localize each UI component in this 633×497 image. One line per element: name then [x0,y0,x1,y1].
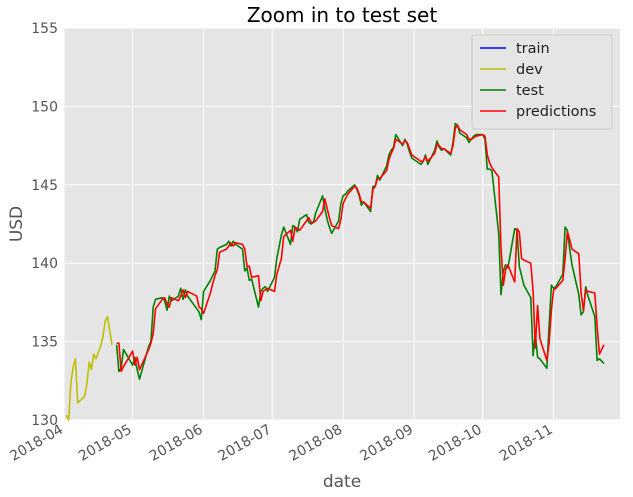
legend: train dev test predictions [471,34,613,130]
x-tick-label: 2018-09 [357,422,416,465]
y-tick-label: 150 [31,99,58,115]
y-axis-title: USD [7,206,27,242]
y-tick-label: 135 [31,335,58,351]
series-line-predictions [116,124,605,373]
series-lines [65,122,605,421]
x-tick-label: 2018-06 [147,422,206,465]
legend-label-train: train [516,41,550,57]
grid-lines [63,27,620,421]
x-tick-label: 2018-05 [76,422,135,465]
series-line-dev [65,315,113,421]
legend-label-dev: dev [516,62,543,78]
x-tick-label: 2018-10 [426,422,485,465]
y-tick-label: 140 [31,256,58,272]
legend-box [471,34,613,130]
y-tick-label: 155 [31,21,58,37]
legend-label-predictions: predictions [516,104,596,120]
x-tick-label: 2018-08 [286,422,345,465]
chart-title: Zoom in to test set [247,3,438,27]
legend-label-test: test [516,83,544,99]
x-tick-label: 2018-07 [216,422,275,465]
y-tick-label: 130 [31,413,58,429]
x-axis-title: date [323,472,361,492]
x-tick-label: 2018-11 [497,422,556,465]
series-line-test [115,122,605,380]
y-tick-label: 145 [31,178,58,194]
